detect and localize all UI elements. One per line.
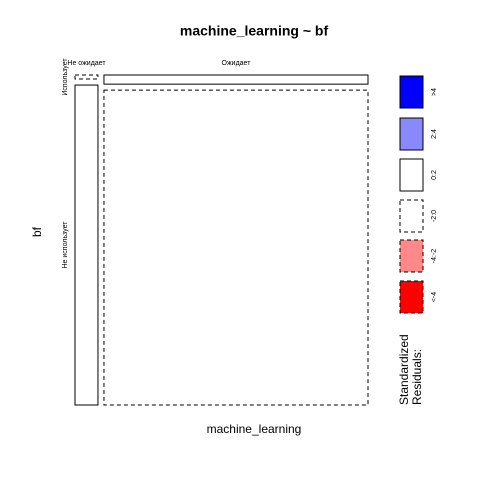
- legend-label: <-4: [431, 292, 438, 302]
- y-axis-label: bf: [30, 226, 44, 237]
- chart-title: machine_learning ~ bf: [180, 23, 329, 39]
- legend-title-line: Residuals:: [410, 349, 424, 405]
- legend-swatch: [399, 75, 424, 109]
- legend-swatch: [399, 239, 424, 273]
- legend-label: >4: [431, 88, 438, 96]
- legend-label: 0:2: [431, 170, 438, 180]
- mosaic-cell: [74, 84, 99, 406]
- x-category-label: Ожидает: [222, 60, 252, 67]
- mosaic-cell: [103, 89, 369, 406]
- y-category-label: Не использует: [62, 221, 69, 269]
- legend-swatch: [399, 280, 424, 314]
- legend-swatch: [399, 117, 424, 151]
- legend-label: 2:4: [431, 129, 438, 139]
- legend-label: -4:-2: [431, 249, 438, 264]
- mosaic-cell: [74, 74, 99, 80]
- mosaic-cell: [103, 74, 369, 85]
- y-category-label: Использует: [62, 58, 69, 96]
- legend-swatch: [399, 199, 424, 233]
- legend-title-line: Standardized: [397, 334, 411, 405]
- legend-swatch: [399, 158, 424, 192]
- legend-label: -2:0: [431, 210, 438, 222]
- legend-title: StandardizedResiduals:: [397, 334, 424, 405]
- x-category-label: Не ожидает: [67, 60, 106, 67]
- x-axis-label: machine_learning: [207, 422, 302, 436]
